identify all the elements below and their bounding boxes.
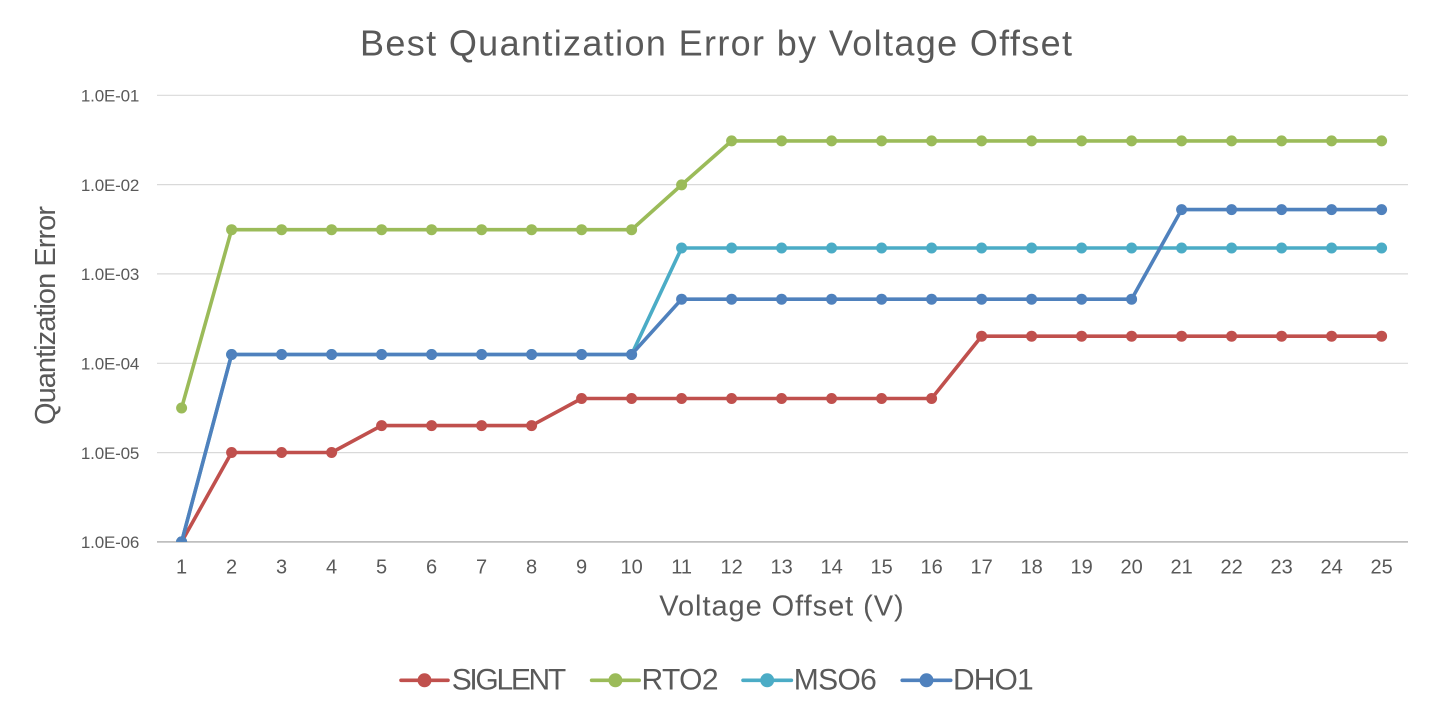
svg-text:4: 4 [326, 557, 337, 579]
svg-text:11: 11 [671, 557, 692, 579]
svg-text:15: 15 [870, 557, 892, 579]
svg-text:12: 12 [720, 557, 742, 579]
svg-text:23: 23 [1270, 557, 1292, 579]
svg-text:1.0E-06: 1.0E-06 [81, 533, 140, 552]
svg-text:1.0E-02: 1.0E-02 [81, 176, 140, 195]
svg-text:1.0E-05: 1.0E-05 [81, 444, 140, 463]
svg-text:1.0E-04: 1.0E-04 [81, 355, 140, 374]
svg-text:1.0E-01: 1.0E-01 [81, 87, 140, 106]
svg-text:17: 17 [970, 557, 992, 579]
svg-text:13: 13 [770, 557, 792, 579]
svg-text:19: 19 [1070, 557, 1092, 579]
svg-text:Quantization Error: Quantization Error [30, 206, 62, 425]
svg-text:1.0E-03: 1.0E-03 [81, 265, 140, 284]
svg-text:16: 16 [920, 557, 942, 579]
svg-text:3: 3 [276, 557, 287, 579]
svg-text:2: 2 [226, 557, 237, 579]
svg-text:10: 10 [620, 557, 642, 579]
svg-text:14: 14 [820, 557, 842, 579]
svg-text:1: 1 [176, 557, 187, 579]
svg-text:Voltage Offset (V): Voltage Offset (V) [659, 591, 903, 623]
svg-text:25: 25 [1370, 557, 1392, 579]
svg-text:6: 6 [426, 557, 437, 579]
svg-text:5: 5 [376, 557, 387, 579]
svg-text:20: 20 [1120, 557, 1142, 579]
svg-text:24: 24 [1320, 557, 1342, 579]
svg-text:DHO1: DHO1 [953, 664, 1034, 697]
svg-text:9: 9 [576, 557, 587, 579]
svg-text:21: 21 [1170, 557, 1192, 579]
svg-text:MSO6: MSO6 [794, 664, 877, 697]
svg-text:8: 8 [526, 557, 537, 579]
svg-text:RTO2: RTO2 [642, 664, 719, 697]
svg-text:22: 22 [1220, 557, 1242, 579]
svg-text:SIGLENT: SIGLENT [452, 664, 567, 697]
svg-text:18: 18 [1020, 557, 1042, 579]
svg-text:7: 7 [476, 557, 487, 579]
